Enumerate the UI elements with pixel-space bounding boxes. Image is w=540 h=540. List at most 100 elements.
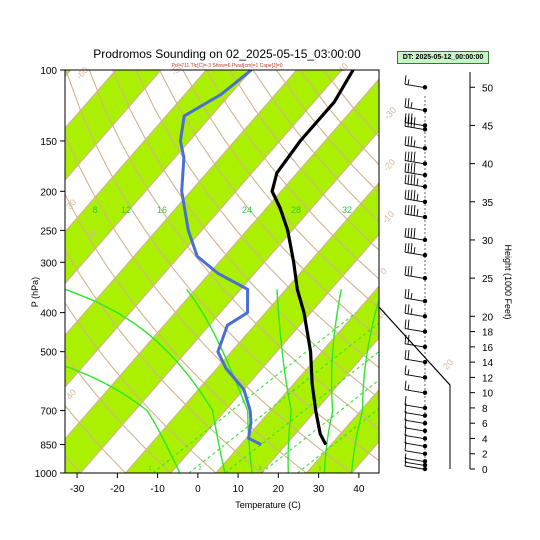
wind-level-dot [422,344,428,350]
height-tick-label: 16 [482,343,494,354]
wind-barb-flag [410,113,413,124]
wind-barb-half-flag [407,79,410,85]
x-tick-label: -30 [70,484,85,495]
wind-barb-half-flag [416,208,419,217]
mixing-ratio-label: 28 [291,205,301,215]
isotherm-label: 0 [378,266,389,276]
chart-subtitle: Pcl=711 Tlc[C]=-3 Show=6 Pwat[cm]=1 Cape… [171,63,282,69]
height-tick-label: 6 [482,419,488,430]
dry-adiabat [135,70,379,369]
height-axis-label: Height (1000 Feet) [503,244,513,319]
y-tick-label: 250 [40,226,57,237]
wind-barb-half-flag [410,308,413,315]
wind-barb-staff [404,461,424,466]
mixing-ratio-line [224,350,379,473]
wind-barb-half-flag [416,193,419,201]
mixing-ratio-line [152,312,357,473]
wind-barb-flag [413,151,416,163]
wind-barb-half-flag [407,384,410,391]
wind-level-dot [422,199,428,204]
height-tick-label: 2 [482,450,488,461]
x-axis-label: Temperature (C) [235,500,301,510]
mixing-ratio-lines [0,288,379,473]
isotherms [65,70,379,473]
y-tick-label: 100 [40,66,57,77]
x-tick-label: 30 [313,484,325,495]
mixing-ratio-line [297,407,379,473]
wind-barb-flag [410,163,413,174]
wind-barb-flag [404,380,407,390]
dry-adiabat [229,70,379,251]
temperature-series [270,70,355,446]
wind-level-dot [422,275,428,281]
wind-barb-flag [410,174,413,185]
wind-level-dot [422,459,428,464]
wind-barb-half-flag [413,140,416,147]
wind-level-dot [422,298,428,304]
height-tick-label: 18 [482,328,494,339]
wind-barb-flag [404,205,407,215]
wind-barb-flag [404,334,407,344]
wind-barb-flag [404,288,407,299]
wind-barb-staff [404,373,424,378]
dry-adiabat [205,70,379,280]
wind-barb-half-flag [410,102,413,109]
height-tick-label: 40 [482,160,494,171]
wind-barb-flag [407,350,410,360]
wind-level-dot [422,146,428,151]
height-tick-label: 50 [482,83,494,94]
y-tick-label: 200 [40,187,57,198]
wind-barb-staff [404,83,424,88]
wind-barb-flag [407,136,410,146]
isotherm-line [65,70,207,233]
wind-barb-flag [407,288,410,299]
dry-adiabat [65,404,126,473]
wind-level-dot [422,329,428,334]
wind-barb-flag [413,227,416,239]
wind-barb-flag [404,113,407,123]
wind-barb-staff [404,412,424,417]
isotherm-line [65,78,379,440]
wind-panel-slant [378,306,451,386]
y-tick-label: 300 [40,258,57,269]
wind-barb-flag [404,304,407,314]
wind-level-dot [422,451,428,456]
mixing-ratio-label: 32 [342,205,352,215]
dry-adiabat [88,70,379,430]
x-tick-label: -10 [150,484,165,495]
wind-level-dot [422,127,428,132]
wind-barb-staff [404,389,424,394]
wind-barb-panel [378,72,471,472]
wind-barb-half-flag [413,247,416,254]
y-tick-label: 400 [40,309,57,320]
wind-barb-flag [407,163,410,173]
wind-level-dot [422,237,428,243]
wind-barb-flag [413,174,416,186]
wind-barb-flag [407,227,410,238]
wind-barb-staff [404,404,424,409]
isotherm-line [125,181,379,473]
y-tick-label: 1000 [35,469,58,480]
wind-barb-flag [410,151,413,162]
wind-level-dot [422,428,428,434]
y-tick-label: 850 [40,441,57,452]
wind-barb-flag [413,205,416,216]
isotherm-line [170,233,379,473]
height-tick-label: 4 [482,434,488,445]
height-tick-label: 25 [482,274,494,285]
wind-barb-flag [404,174,407,184]
wind-barb-flag [404,98,407,108]
isotherm-line [65,70,298,337]
wind-barb-staff [404,457,424,462]
wind-barb-flag [404,75,407,85]
wind-barb-staff [404,419,424,424]
wind-barb-flag [413,163,416,174]
dry-adiabat [182,70,379,309]
wind-barb-half-flag [404,460,407,467]
moist-adiabat [65,288,226,473]
isotherm-label: -60 [74,65,90,81]
wind-level-dot [422,359,428,365]
isotherm-label: 10 [374,307,388,321]
